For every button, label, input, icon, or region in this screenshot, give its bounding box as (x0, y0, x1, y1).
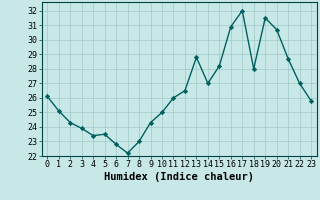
X-axis label: Humidex (Indice chaleur): Humidex (Indice chaleur) (104, 172, 254, 182)
